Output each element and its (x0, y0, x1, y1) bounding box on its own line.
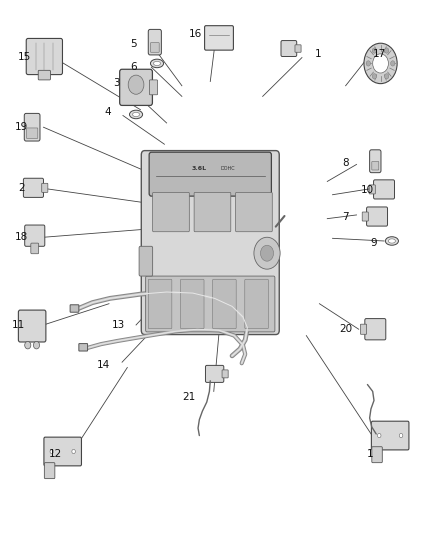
FancyBboxPatch shape (25, 225, 45, 246)
Text: 19: 19 (15, 122, 28, 132)
FancyBboxPatch shape (149, 152, 272, 196)
Ellipse shape (133, 112, 140, 117)
FancyBboxPatch shape (205, 26, 233, 50)
FancyBboxPatch shape (370, 150, 381, 173)
Text: 3.6L: 3.6L (192, 166, 207, 171)
Text: 9: 9 (371, 238, 377, 247)
Ellipse shape (389, 239, 396, 243)
FancyBboxPatch shape (295, 45, 301, 52)
Text: 3: 3 (113, 78, 120, 88)
FancyBboxPatch shape (120, 69, 152, 106)
FancyBboxPatch shape (281, 41, 297, 56)
Text: DOHC: DOHC (220, 166, 235, 171)
Text: 8: 8 (343, 158, 349, 168)
FancyBboxPatch shape (362, 212, 368, 221)
Circle shape (373, 54, 389, 73)
Circle shape (364, 43, 397, 84)
Circle shape (385, 48, 389, 53)
Text: 21: 21 (182, 392, 195, 402)
FancyBboxPatch shape (372, 161, 379, 170)
FancyBboxPatch shape (371, 421, 409, 450)
FancyBboxPatch shape (26, 128, 38, 139)
FancyBboxPatch shape (44, 463, 55, 479)
Text: 1: 1 (315, 49, 322, 59)
FancyBboxPatch shape (24, 114, 40, 141)
Text: 10: 10 (361, 185, 374, 196)
FancyBboxPatch shape (139, 246, 152, 276)
FancyBboxPatch shape (44, 437, 81, 466)
FancyBboxPatch shape (141, 151, 279, 335)
FancyBboxPatch shape (148, 29, 161, 55)
FancyBboxPatch shape (18, 310, 46, 342)
FancyBboxPatch shape (236, 192, 272, 232)
Circle shape (385, 74, 389, 79)
FancyBboxPatch shape (372, 447, 382, 463)
FancyBboxPatch shape (23, 178, 43, 197)
Text: 15: 15 (18, 52, 32, 61)
Circle shape (128, 75, 144, 94)
FancyBboxPatch shape (245, 279, 268, 329)
FancyBboxPatch shape (148, 279, 172, 329)
Ellipse shape (153, 61, 160, 66)
Text: 16: 16 (188, 29, 201, 39)
Text: 7: 7 (343, 212, 349, 222)
FancyBboxPatch shape (38, 70, 50, 80)
Circle shape (50, 449, 53, 454)
Circle shape (399, 433, 403, 438)
FancyBboxPatch shape (150, 43, 159, 52)
Text: 14: 14 (97, 360, 110, 370)
Text: 12: 12 (49, 449, 62, 458)
Ellipse shape (385, 237, 399, 245)
Text: 11: 11 (11, 320, 25, 330)
FancyBboxPatch shape (26, 38, 63, 75)
Circle shape (254, 237, 280, 269)
Text: 20: 20 (339, 324, 352, 334)
FancyBboxPatch shape (367, 207, 388, 226)
FancyBboxPatch shape (146, 276, 275, 332)
FancyBboxPatch shape (180, 279, 204, 329)
FancyBboxPatch shape (212, 279, 236, 329)
Circle shape (25, 342, 31, 349)
Circle shape (372, 48, 377, 53)
FancyBboxPatch shape (152, 192, 189, 232)
Text: 5: 5 (131, 39, 137, 49)
Circle shape (72, 449, 75, 454)
FancyBboxPatch shape (70, 305, 79, 312)
Circle shape (378, 433, 381, 438)
FancyBboxPatch shape (42, 183, 48, 192)
Text: 4: 4 (104, 107, 111, 117)
FancyBboxPatch shape (149, 80, 158, 95)
Text: 18: 18 (15, 232, 28, 243)
FancyBboxPatch shape (222, 370, 228, 378)
FancyBboxPatch shape (31, 243, 39, 254)
Text: 13: 13 (112, 320, 125, 330)
Ellipse shape (130, 110, 143, 119)
FancyBboxPatch shape (365, 319, 386, 340)
Circle shape (366, 61, 371, 66)
Circle shape (261, 245, 274, 261)
Circle shape (33, 342, 39, 349)
Text: 6: 6 (131, 62, 137, 72)
Circle shape (391, 61, 395, 66)
FancyBboxPatch shape (360, 324, 367, 334)
FancyBboxPatch shape (374, 180, 395, 199)
FancyBboxPatch shape (369, 185, 375, 194)
Text: 17: 17 (373, 49, 386, 59)
Text: 2: 2 (18, 183, 25, 193)
FancyBboxPatch shape (79, 344, 88, 351)
Circle shape (372, 74, 377, 79)
Ellipse shape (150, 59, 163, 68)
Text: 1: 1 (366, 449, 373, 458)
FancyBboxPatch shape (194, 192, 231, 232)
FancyBboxPatch shape (205, 366, 224, 382)
